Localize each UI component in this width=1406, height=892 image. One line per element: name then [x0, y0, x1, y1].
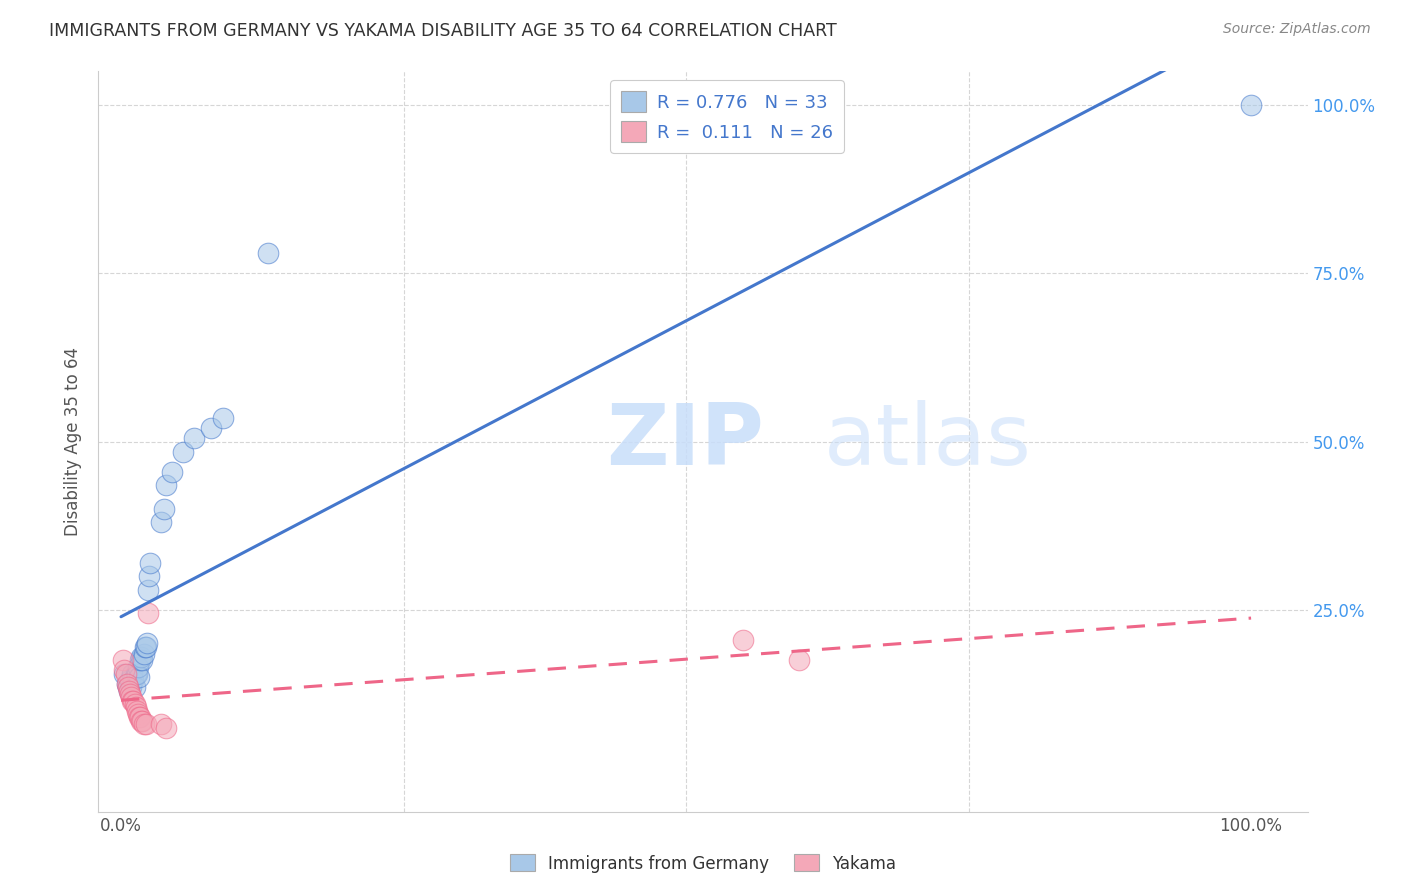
Point [120, 673, 142, 688]
Legend: R = 0.776   N = 33, R =  0.111   N = 26: R = 0.776 N = 33, R = 0.111 N = 26 [610, 80, 844, 153]
Legend: Immigrants from Germany, Yakama: Immigrants from Germany, Yakama [503, 847, 903, 880]
Point [132, 717, 155, 731]
Point [122, 694, 145, 708]
Point [112, 664, 135, 678]
Point [172, 444, 194, 458]
Point [134, 640, 156, 654]
Point [117, 680, 139, 694]
Point [120, 687, 142, 701]
Point [257, 246, 280, 260]
Point [211, 411, 233, 425]
Point [200, 421, 222, 435]
Point [118, 683, 141, 698]
Point [125, 666, 148, 681]
Point [136, 606, 159, 620]
Point [121, 666, 143, 681]
Point [118, 683, 141, 698]
Point [1240, 98, 1263, 112]
Point [112, 653, 135, 667]
Point [125, 704, 148, 718]
Point [127, 660, 149, 674]
Point [128, 710, 150, 724]
Point [131, 714, 153, 728]
Text: Source: ZipAtlas.com: Source: ZipAtlas.com [1223, 22, 1371, 37]
Point [153, 501, 176, 516]
Point [132, 647, 155, 661]
Point [129, 710, 152, 724]
Point [125, 700, 148, 714]
Point [183, 431, 205, 445]
Point [136, 636, 159, 650]
Point [120, 680, 142, 694]
Point [131, 653, 153, 667]
Point [115, 677, 138, 691]
Point [135, 640, 157, 654]
Point [114, 666, 136, 681]
Point [127, 707, 149, 722]
Point [138, 569, 160, 583]
Point [120, 690, 142, 705]
Point [149, 717, 172, 731]
Point [115, 677, 138, 691]
Point [139, 556, 162, 570]
Point [117, 680, 139, 694]
Point [124, 680, 146, 694]
Point [112, 666, 135, 681]
Point [121, 694, 143, 708]
Point [787, 653, 810, 667]
Point [122, 673, 145, 688]
Point [136, 582, 159, 597]
Point [160, 465, 183, 479]
Point [131, 714, 153, 728]
Point [129, 653, 152, 667]
Point [135, 717, 157, 731]
Point [731, 633, 754, 648]
Point [131, 649, 153, 664]
Point [155, 478, 177, 492]
Point [149, 516, 172, 530]
Text: atlas: atlas [824, 400, 1032, 483]
Point [124, 697, 146, 711]
Point [128, 670, 150, 684]
Text: IMMIGRANTS FROM GERMANY VS YAKAMA DISABILITY AGE 35 TO 64 CORRELATION CHART: IMMIGRANTS FROM GERMANY VS YAKAMA DISABI… [49, 22, 837, 40]
Point [125, 666, 148, 681]
Text: ZIP: ZIP [606, 400, 763, 483]
Point [155, 721, 177, 735]
Y-axis label: Disability Age 35 to 64: Disability Age 35 to 64 [65, 347, 83, 536]
